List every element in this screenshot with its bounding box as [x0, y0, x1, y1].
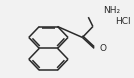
Text: NH₂: NH₂: [103, 6, 120, 15]
Text: HCl: HCl: [115, 17, 131, 26]
Text: O: O: [99, 44, 106, 53]
